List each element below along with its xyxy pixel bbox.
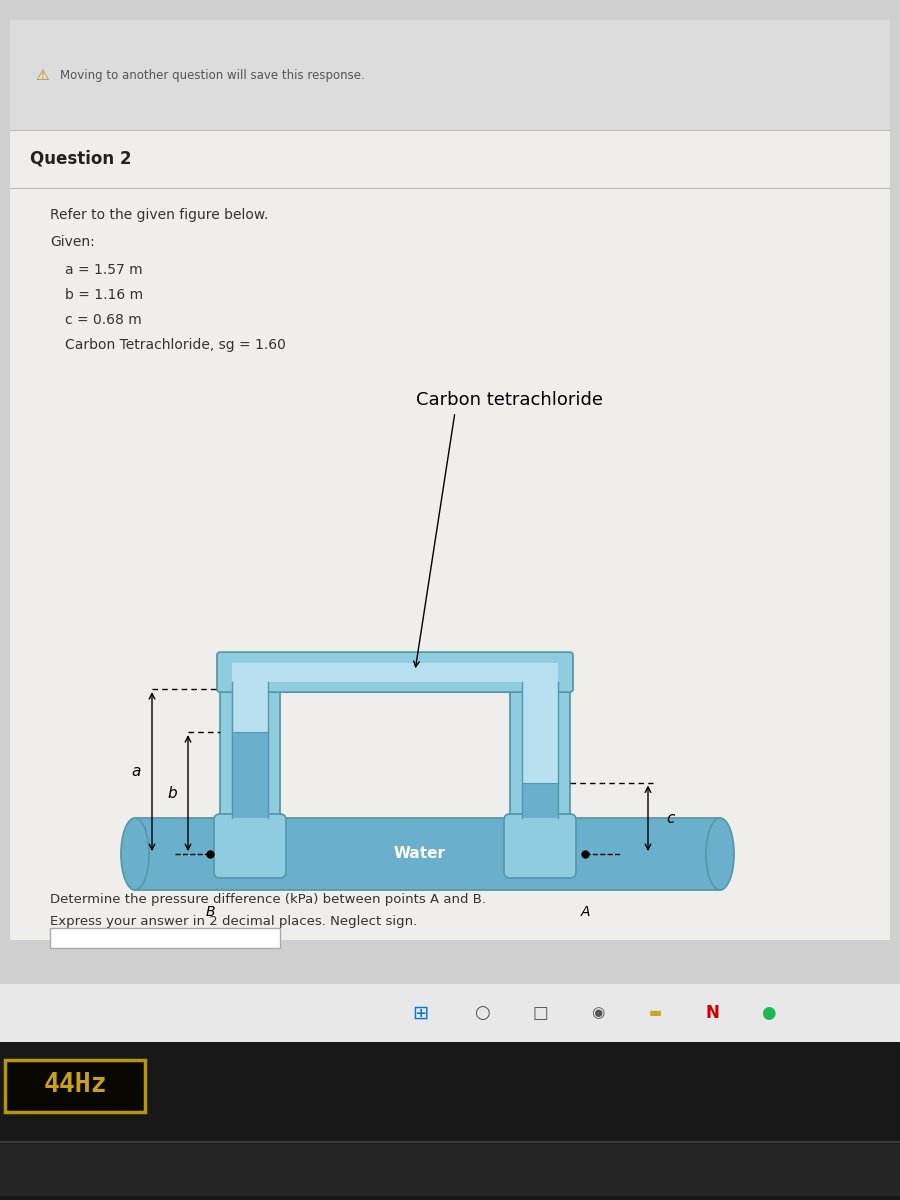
Text: Carbon tetrachloride: Carbon tetrachloride (417, 391, 604, 409)
Text: □: □ (532, 1004, 548, 1022)
Text: Determine the pressure difference (kPa) between points A and B.: Determine the pressure difference (kPa) … (50, 894, 486, 906)
FancyBboxPatch shape (10, 20, 890, 130)
FancyBboxPatch shape (5, 1060, 145, 1112)
FancyBboxPatch shape (232, 682, 268, 732)
FancyBboxPatch shape (217, 652, 573, 692)
FancyBboxPatch shape (0, 1144, 900, 1196)
Text: Express your answer in 2 decimal places. Neglect sign.: Express your answer in 2 decimal places.… (50, 916, 418, 929)
FancyBboxPatch shape (232, 732, 268, 818)
Text: c: c (666, 811, 674, 826)
FancyBboxPatch shape (10, 30, 890, 940)
Text: Carbon Tetrachloride, sg = 1.60: Carbon Tetrachloride, sg = 1.60 (65, 338, 286, 352)
Text: ▬: ▬ (648, 1006, 662, 1020)
Text: Water: Water (394, 846, 446, 862)
Text: ●: ● (760, 1004, 775, 1022)
Text: ⊞: ⊞ (412, 1003, 428, 1022)
Text: c = 0.68 m: c = 0.68 m (65, 313, 142, 326)
Text: a = 1.57 m: a = 1.57 m (65, 263, 142, 277)
FancyBboxPatch shape (0, 1042, 900, 1200)
Text: Refer to the given figure below.: Refer to the given figure below. (50, 208, 268, 222)
FancyBboxPatch shape (504, 814, 576, 878)
FancyBboxPatch shape (232, 662, 558, 682)
Text: b = 1.16 m: b = 1.16 m (65, 288, 143, 302)
Ellipse shape (121, 818, 149, 890)
Text: B: B (205, 905, 215, 919)
FancyBboxPatch shape (214, 814, 286, 878)
Text: ◉: ◉ (591, 1006, 605, 1020)
Text: ⚠: ⚠ (35, 67, 49, 83)
Text: ○: ○ (474, 1004, 490, 1022)
FancyBboxPatch shape (220, 672, 280, 823)
FancyBboxPatch shape (50, 928, 280, 948)
Text: Given:: Given: (50, 235, 94, 248)
FancyBboxPatch shape (522, 682, 558, 782)
FancyBboxPatch shape (510, 672, 570, 823)
Ellipse shape (706, 818, 734, 890)
Text: Moving to another question will save this response.: Moving to another question will save thi… (60, 68, 365, 82)
FancyBboxPatch shape (135, 818, 720, 890)
Text: N: N (705, 1004, 719, 1022)
Text: A: A (580, 905, 590, 919)
FancyBboxPatch shape (522, 782, 558, 818)
FancyBboxPatch shape (0, 984, 900, 1042)
Text: Question 2: Question 2 (30, 149, 131, 167)
Text: a: a (131, 764, 140, 779)
Text: 44Hz: 44Hz (43, 1072, 107, 1098)
Text: b: b (167, 786, 176, 800)
